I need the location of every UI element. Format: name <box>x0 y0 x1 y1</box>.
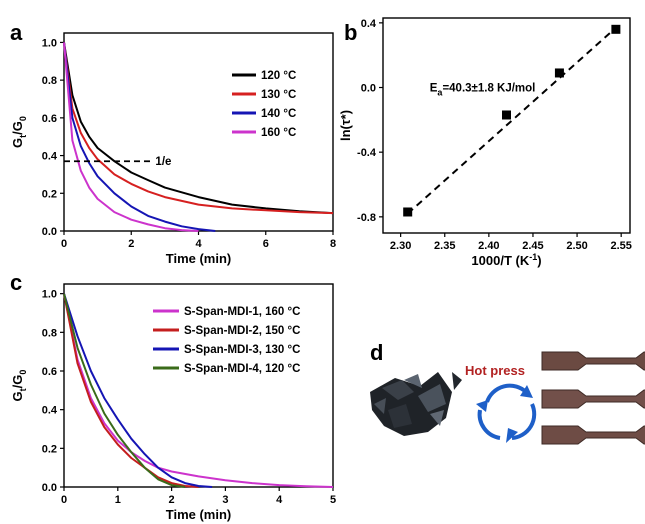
x-tick-label: 4 <box>276 494 283 506</box>
data-point <box>611 24 621 34</box>
x-axis-title: Time (min) <box>166 251 232 266</box>
x-tick-label: 2.35 <box>434 240 455 252</box>
x-axis-title: Time (min) <box>166 507 232 522</box>
legend-label: S-Span-MDI-2, 150 °C <box>184 325 300 337</box>
y-tick-label: 0.6 <box>42 113 57 125</box>
plot-frame <box>382 17 631 234</box>
y-tick-label: 1.0 <box>42 37 57 49</box>
y-tick-label: 0.4 <box>361 18 377 30</box>
data-point <box>502 110 511 120</box>
y-tick-label: -0.8 <box>357 212 376 224</box>
panel-d-photo: d Hot press <box>370 340 645 445</box>
y-tick-label: 0.0 <box>361 83 376 95</box>
y-axis-title: ln(τ*) <box>338 110 353 141</box>
x-tick-label: 3 <box>222 494 228 506</box>
x-tick-label: 8 <box>330 238 336 250</box>
series-line <box>63 42 199 232</box>
x-tick-label: 2.50 <box>566 240 587 252</box>
legend-label: 140 °C <box>261 108 296 120</box>
panel-label-d: d <box>370 340 383 365</box>
y-tick-label: 0.2 <box>42 443 57 455</box>
x-tick-label: 4 <box>195 238 202 250</box>
panel-a-chart: a 0 2 4 6 8 0.0 0.2 0.4 0.6 0.8 1.0 Time (min) Gt/G0 1… <box>10 20 336 266</box>
x-tick-label: 5 <box>330 494 336 506</box>
legend-label: 120 °C <box>261 70 296 82</box>
series-line <box>63 293 213 488</box>
x-tick-label: 0 <box>61 494 67 506</box>
hot-press-caption: Hot press <box>465 363 525 378</box>
x-tick-label: 2 <box>169 494 175 506</box>
legend-label: 160 °C <box>261 127 296 139</box>
recycle-arrows-icon <box>476 383 537 443</box>
y-tick-label: 0.0 <box>42 226 57 238</box>
y-tick-label: 0.8 <box>42 327 57 339</box>
series-line <box>63 42 334 215</box>
legend-label: S-Span-MDI-4, 120 °C <box>184 363 300 375</box>
x-axis-title: 1000/T (K-1) <box>471 252 541 268</box>
activation-energy-label: Ea=40.3±1.8 KJ/mol <box>430 83 536 98</box>
x-tick-label: 2.45 <box>522 240 543 252</box>
y-tick-label: 0.4 <box>42 151 58 163</box>
polymer-flakes-image <box>370 372 462 436</box>
reference-line-label: 1/e <box>155 156 171 168</box>
panel-label-a: a <box>10 20 23 45</box>
panel-label-c: c <box>10 270 22 295</box>
x-tick-label: 2.40 <box>478 240 499 252</box>
y-tick-label: 0.8 <box>42 75 57 87</box>
y-tick-label: 0.6 <box>42 366 57 378</box>
x-tick-label: 0 <box>61 238 67 250</box>
legend-label: 130 °C <box>261 89 296 101</box>
legend-label: S-Span-MDI-1, 160 °C <box>184 306 300 318</box>
y-tick-label: 0.2 <box>42 188 57 200</box>
dogbone-specimens-image <box>541 351 645 445</box>
x-tick-label: 6 <box>263 238 269 250</box>
series-line <box>63 42 334 215</box>
series-line <box>63 42 216 232</box>
data-point <box>403 207 413 217</box>
panel-label-b: b <box>344 20 357 45</box>
x-tick-label: 2 <box>128 238 134 250</box>
y-tick-label: -0.4 <box>357 147 377 159</box>
panel-c-chart: c 0 1 2 3 4 5 0.0 0.2 0.4 0.6 0.8 1.0 Time (min) Gt/G0… <box>10 270 336 522</box>
y-axis-title: Gt/G0 <box>10 116 28 148</box>
y-tick-label: 0.0 <box>42 482 57 494</box>
panel-b-chart: b 2.30 2.35 2.40 2.45 2.50 2.55 -0.8 -0.4 0.0 0.4 1… <box>338 17 632 268</box>
series-line <box>63 293 334 488</box>
data-point <box>554 68 564 78</box>
y-tick-label: 0.4 <box>42 405 58 417</box>
x-tick-label: 2.55 <box>610 240 631 252</box>
legend-label: S-Span-MDI-3, 130 °C <box>184 344 300 356</box>
x-tick-label: 2.30 <box>390 240 411 252</box>
y-axis-title: Gt/G0 <box>10 370 28 402</box>
fit-line <box>407 26 617 215</box>
series-line <box>63 293 186 488</box>
y-tick-label: 1.0 <box>42 289 57 301</box>
x-tick-label: 1 <box>115 494 121 506</box>
series-line <box>63 293 199 488</box>
